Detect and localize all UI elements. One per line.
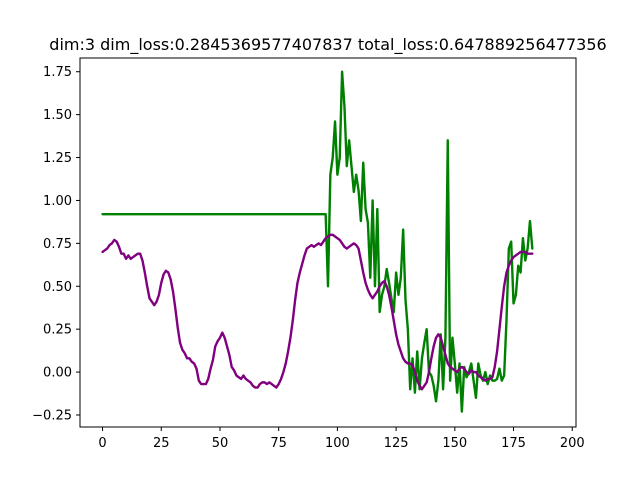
x-tick-label: 200 <box>560 436 585 451</box>
x-tick-label: 100 <box>325 436 350 451</box>
x-axis: 0 25 50 75 100 125 150 175 200 <box>98 427 585 451</box>
x-tick-label: 150 <box>442 436 467 451</box>
y-tick-label: 1.75 <box>43 65 72 80</box>
x-tick-label: 25 <box>153 436 170 451</box>
y-tick-label: 0.75 <box>43 237 72 252</box>
x-tick-label: 0 <box>98 436 106 451</box>
x-tick-label: 50 <box>212 436 229 451</box>
x-tick-label: 75 <box>270 436 287 451</box>
y-tick-label: 0.25 <box>43 323 72 338</box>
x-tick-label: 175 <box>501 436 526 451</box>
x-tick-label: 125 <box>384 436 409 451</box>
y-tick-label: 0.50 <box>43 280 72 295</box>
y-tick-label: 0.00 <box>43 366 72 381</box>
plot-area <box>101 70 534 413</box>
y-axis: −0.25 0.00 0.25 0.50 0.75 1.00 1.25 1.50 1.75 <box>32 65 80 423</box>
y-tick-label: 1.50 <box>43 108 72 123</box>
series-line-1 <box>101 70 534 413</box>
series-line-2 <box>101 233 534 391</box>
y-tick-label: 1.00 <box>43 194 72 209</box>
y-tick-label: 1.25 <box>43 151 72 166</box>
plot-frame <box>79 57 577 428</box>
y-tick-label: −0.25 <box>32 408 72 423</box>
chart-title: dim:3 dim_loss:0.2845369577407837 total_… <box>49 35 606 55</box>
